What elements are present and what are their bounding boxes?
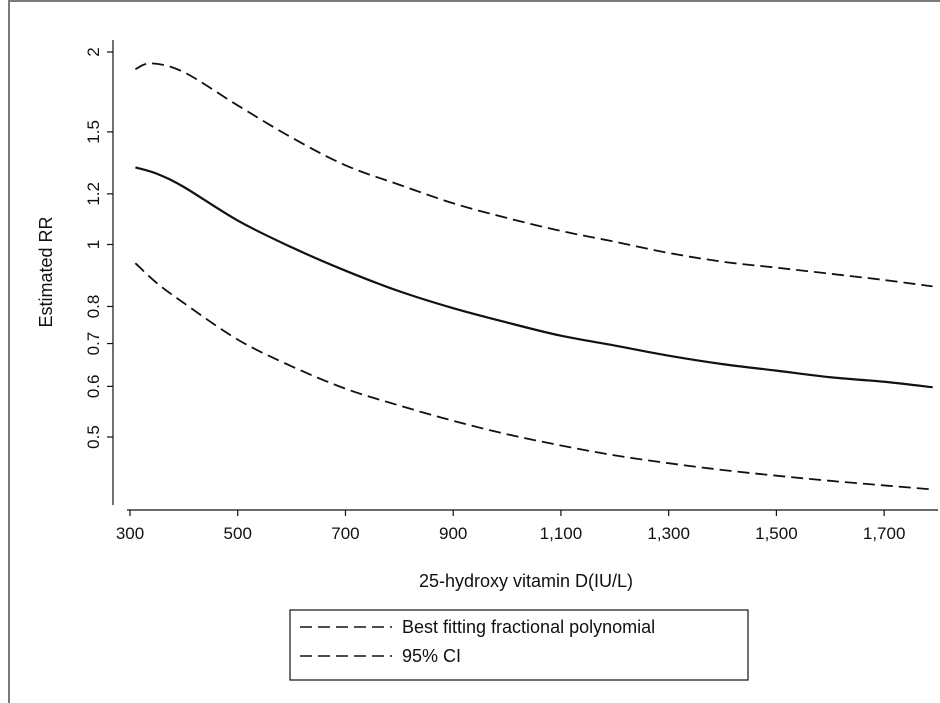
legend-label-ci: 95% CI [402,646,461,666]
x-tick-label: 1,300 [647,524,690,543]
x-axis-title: 25-hydroxy vitamin D(IU/L) [419,571,633,591]
legend-box [289,609,749,681]
x-tick-label: 1,700 [863,524,906,543]
series-lines [134,62,933,491]
y-tick-label: 2 [84,47,103,56]
y-tick-label: 1.2 [84,182,103,206]
x-tick-label: 1,500 [755,524,798,543]
series-line-upper-ci [135,62,933,288]
series-line-estimate [135,166,933,389]
y-tick-label: 1.5 [84,120,103,144]
x-tick-label: 300 [116,524,144,543]
y-tick-label: 1 [84,240,103,249]
axes [112,40,938,511]
series-line-lower-ci [134,262,933,491]
x-tick-label: 1,100 [540,524,583,543]
y-tick-label: 0.6 [84,375,103,399]
y-tick-label: 0.7 [84,332,103,356]
x-ticks: 300 500 700 900 1,100 1,300 1,500 1,700 [116,510,906,543]
x-tick-label: 500 [224,524,252,543]
y-ticks: 0.5 0.6 0.7 0.8 1 1.2 1.5 2 [84,47,113,449]
legend-label-fit: Best fitting fractional polynomial [402,617,655,637]
x-tick-label: 900 [439,524,467,543]
x-tick-label: 700 [331,524,359,543]
y-axis-title: Estimated RR [36,216,56,327]
figure-frame [8,0,940,703]
legend: Best fitting fractional polynomial 95% C… [289,609,749,681]
y-tick-label: 0.8 [84,295,103,319]
y-tick-label: 0.5 [84,425,103,449]
